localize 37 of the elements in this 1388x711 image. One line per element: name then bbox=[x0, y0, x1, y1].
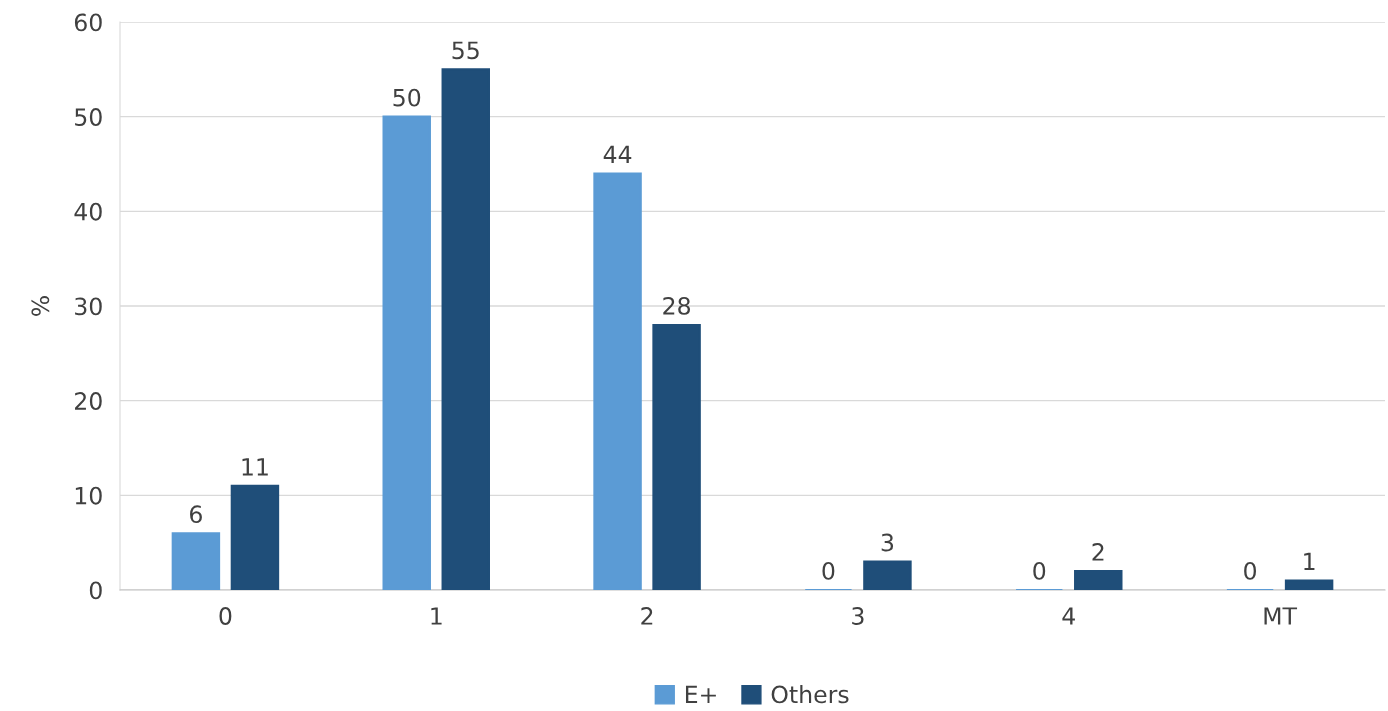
data-label: 1 bbox=[1304, 552, 1315, 571]
data-label: 0 bbox=[1033, 562, 1046, 580]
bar bbox=[1074, 570, 1123, 590]
data-label: 11 bbox=[242, 458, 268, 476]
x-tick-label: 4 bbox=[1062, 607, 1075, 625]
data-label: 55 bbox=[452, 41, 479, 60]
x-tick-label: 2 bbox=[641, 607, 653, 625]
data-label: 2 bbox=[1092, 543, 1104, 561]
bar bbox=[863, 560, 912, 590]
data-label: 0 bbox=[822, 562, 835, 580]
bar bbox=[441, 68, 490, 590]
y-tick-label: 40 bbox=[74, 202, 102, 221]
y-tick-label: 20 bbox=[75, 392, 102, 410]
bar bbox=[230, 484, 280, 590]
x-tick-label: 0 bbox=[219, 607, 232, 625]
y-tick-label: 30 bbox=[75, 297, 102, 316]
y-tick-label: 60 bbox=[74, 13, 102, 32]
data-label: 3 bbox=[881, 533, 894, 552]
data-label: 50 bbox=[393, 88, 421, 107]
data-label: 0 bbox=[1244, 562, 1257, 580]
legend-label: E+ bbox=[685, 685, 716, 704]
bar bbox=[593, 172, 642, 590]
bar bbox=[652, 323, 701, 590]
y-tick-label: 0 bbox=[89, 581, 102, 600]
x-tick-label: 1 bbox=[431, 607, 442, 625]
y-axis-title: % bbox=[31, 296, 50, 316]
data-label: 6 bbox=[190, 505, 202, 524]
data-label: 28 bbox=[663, 296, 691, 315]
x-tick-label: 3 bbox=[852, 607, 864, 625]
y-tick-label: 50 bbox=[75, 108, 102, 126]
bar bbox=[171, 532, 221, 590]
legend-label: Others bbox=[771, 685, 849, 704]
y-tick-label: 10 bbox=[75, 486, 102, 505]
data-label: 44 bbox=[603, 145, 632, 163]
x-tick-label: MT bbox=[1264, 607, 1298, 625]
bar bbox=[382, 115, 431, 590]
bar bbox=[1284, 579, 1334, 590]
